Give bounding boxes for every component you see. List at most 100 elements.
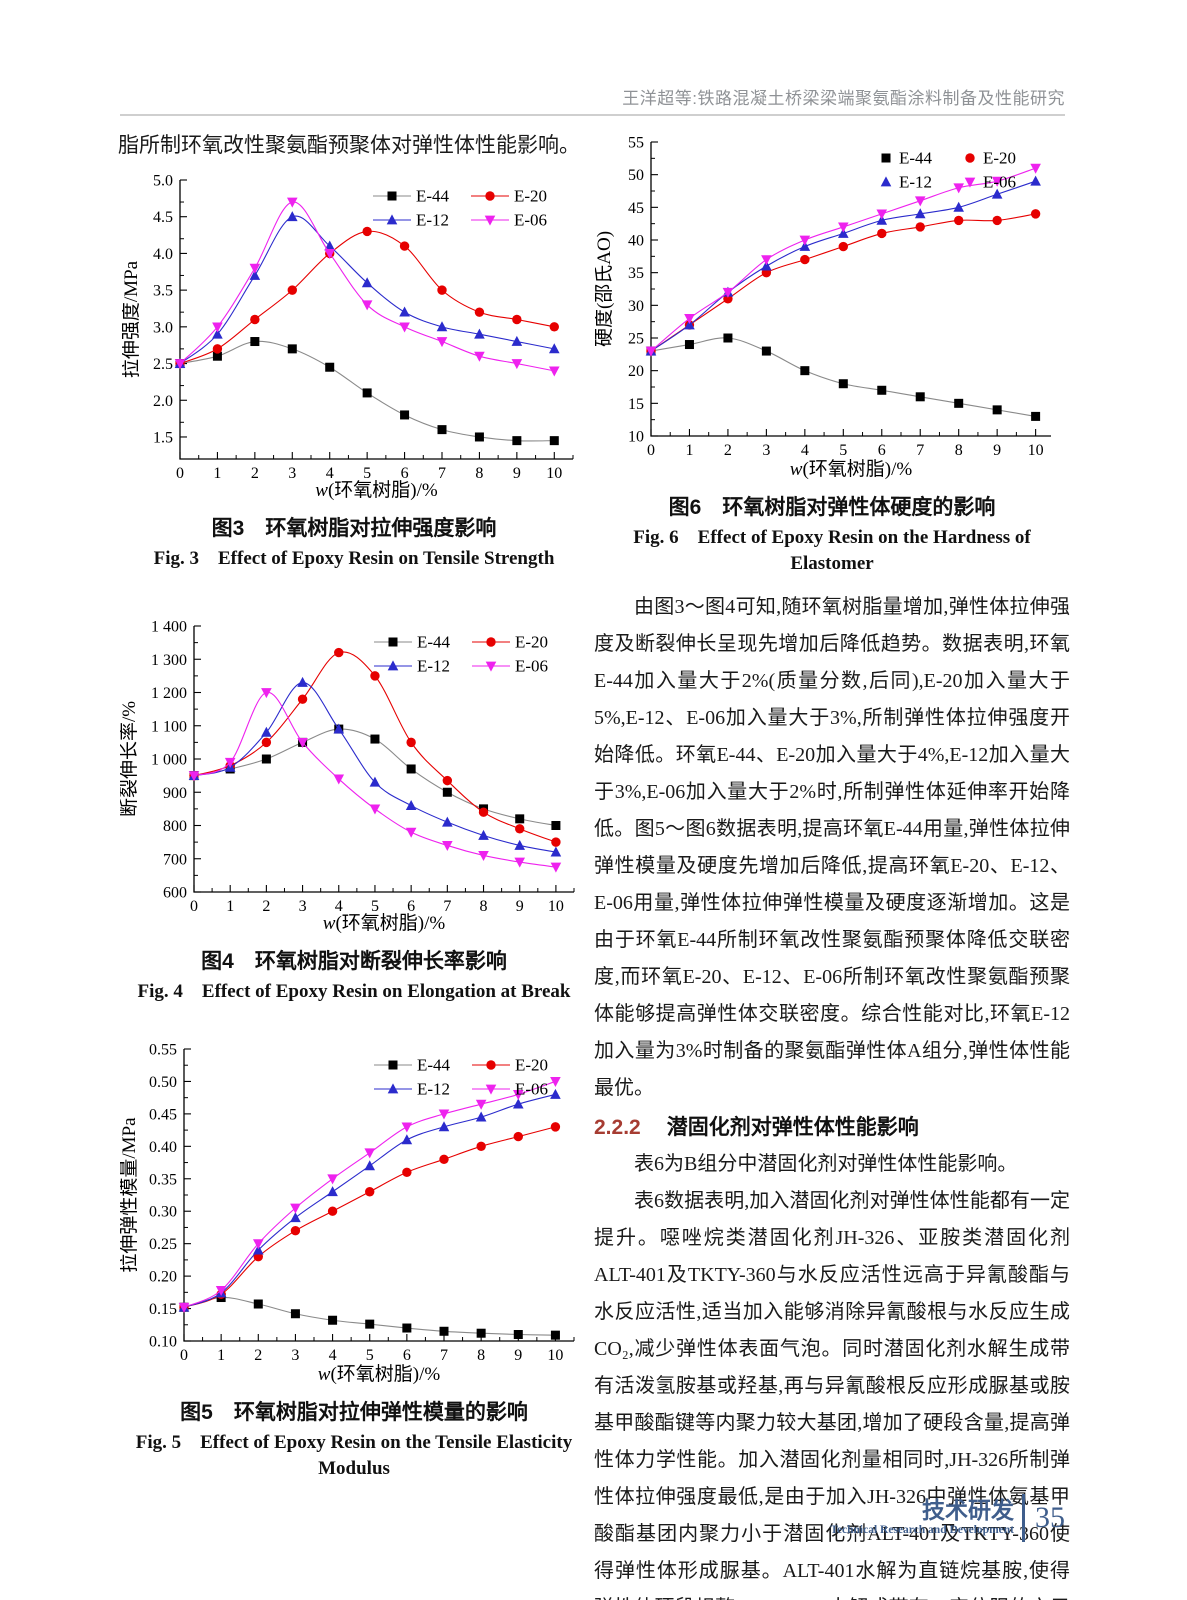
right-column: 0 1 2 3 4 5 6 7 8 9 10 10 15 20 25 30 35 40 45 50 55 硬度(邵氏AO)… bbox=[594, 132, 1070, 1600]
svg-text:4.0: 4.0 bbox=[153, 246, 173, 263]
footer-section-zh: 技术研发 bbox=[922, 1497, 1014, 1523]
svg-text:1: 1 bbox=[226, 898, 234, 915]
svg-text:4.5: 4.5 bbox=[153, 209, 173, 226]
svg-text:10: 10 bbox=[628, 429, 644, 446]
page-footer: 技术研发 Technical Research and Development … bbox=[830, 1494, 1065, 1542]
section-heading: 2.2.2 潜固化剂对弹性体性能影响 bbox=[594, 1109, 1070, 1146]
svg-text:600: 600 bbox=[163, 885, 187, 902]
svg-text:10: 10 bbox=[548, 898, 564, 915]
fig3-line-chart: 0 1 2 3 4 5 6 7 8 9 10 1.5 2.0 2.5 3.0 3.5 4.0 4.5 5.0 拉伸强度… bbox=[122, 173, 573, 501]
svg-text:0.45: 0.45 bbox=[149, 1106, 177, 1123]
svg-text:9: 9 bbox=[516, 898, 524, 915]
svg-text:0: 0 bbox=[180, 1347, 188, 1364]
svg-text:硬度(邵氏AO): 硬度(邵氏AO) bbox=[595, 231, 615, 347]
svg-text:6: 6 bbox=[403, 1347, 411, 1364]
svg-text:2.0: 2.0 bbox=[153, 393, 173, 410]
section-number: 2.2.2 bbox=[594, 1116, 641, 1139]
svg-text:55: 55 bbox=[628, 135, 644, 152]
svg-text:6: 6 bbox=[407, 898, 415, 915]
svg-text:0.55: 0.55 bbox=[149, 1042, 177, 1059]
svg-text:0.30: 0.30 bbox=[149, 1204, 177, 1221]
svg-text:0.10: 0.10 bbox=[149, 1334, 177, 1351]
svg-text:0.50: 0.50 bbox=[149, 1074, 177, 1091]
svg-text:5: 5 bbox=[371, 898, 379, 915]
svg-text:2: 2 bbox=[254, 1347, 262, 1364]
svg-text:0: 0 bbox=[190, 898, 198, 915]
svg-text:0: 0 bbox=[176, 465, 184, 482]
svg-text:1 000: 1 000 bbox=[151, 752, 187, 769]
svg-text:7: 7 bbox=[443, 898, 451, 915]
body-paragraph-2: 表6为B组分中潜固化剂对弹性体性能影响。 bbox=[634, 1153, 1018, 1175]
svg-text:4: 4 bbox=[329, 1347, 337, 1364]
svg-text:E-06: E-06 bbox=[983, 173, 1016, 192]
fig3-caption-zh: 图3 环氧树脂对拉伸强度影响 bbox=[211, 517, 497, 540]
fig5-caption-zh: 图5 环氧树脂对拉伸弹性模量的影响 bbox=[180, 1401, 528, 1424]
svg-text:E-06: E-06 bbox=[514, 211, 547, 230]
page-header: 王洋超等:铁路混凝土桥梁梁端聚氨酯涂料制备及性能研究 bbox=[120, 84, 1065, 109]
svg-text:3.5: 3.5 bbox=[153, 283, 173, 300]
svg-text:w(环氧树脂)/%: w(环氧树脂)/% bbox=[323, 912, 446, 934]
svg-text:3: 3 bbox=[299, 898, 307, 915]
footer-divider bbox=[1022, 1494, 1025, 1542]
svg-text:700: 700 bbox=[163, 851, 187, 868]
svg-text:E-06: E-06 bbox=[515, 1080, 548, 1099]
svg-text:0.20: 0.20 bbox=[149, 1269, 177, 1286]
svg-text:断裂伸长率/%: 断裂伸长率/% bbox=[120, 701, 140, 817]
svg-text:0: 0 bbox=[647, 442, 655, 459]
svg-text:10: 10 bbox=[547, 1347, 563, 1364]
svg-text:w(环氧树脂)/%: w(环氧树脂)/% bbox=[315, 479, 438, 501]
fig6-line-chart: 0 1 2 3 4 5 6 7 8 9 1010152025303540455055硬度(邵氏AO)… bbox=[595, 135, 1051, 480]
svg-text:800: 800 bbox=[163, 818, 187, 835]
svg-text:w(环氧树脂)/%: w(环氧树脂)/% bbox=[318, 1363, 441, 1385]
svg-text:9: 9 bbox=[993, 442, 1001, 459]
svg-text:E-44: E-44 bbox=[416, 187, 450, 206]
svg-text:拉伸弹性模量/MPa: 拉伸弹性模量/MPa bbox=[120, 1117, 140, 1273]
svg-text:E-06: E-06 bbox=[515, 657, 548, 676]
left-column: 脂所制环氧改性聚氨酯预聚体对弹性体性能影响。 0 1 2 3 4 5 6 7 8 9 10 1.5 2.… bbox=[118, 128, 590, 1482]
svg-text:6: 6 bbox=[400, 465, 408, 482]
svg-text:7: 7 bbox=[440, 1347, 448, 1364]
svg-text:E-44: E-44 bbox=[417, 1056, 451, 1075]
svg-text:E-20: E-20 bbox=[515, 1056, 548, 1075]
svg-text:5: 5 bbox=[366, 1347, 374, 1364]
svg-text:8: 8 bbox=[955, 442, 963, 459]
running-head: 王洋超等:铁路混凝土桥梁梁端聚氨酯涂料制备及性能研究 bbox=[622, 89, 1065, 108]
svg-text:7: 7 bbox=[438, 465, 446, 482]
svg-text:1: 1 bbox=[685, 442, 693, 459]
body-paragraph-3: 表6数据表明,加入潜固化剂对弹性体性能都有一定提升。噁唑烷类潜固化剂JH-326… bbox=[594, 1190, 1070, 1600]
svg-text:25: 25 bbox=[628, 331, 644, 348]
svg-text:50: 50 bbox=[628, 167, 644, 184]
svg-text:1: 1 bbox=[217, 1347, 225, 1364]
svg-text:10: 10 bbox=[1028, 442, 1044, 459]
fig5-line-chart: 0 1 2 3 4 5 6 7 8 9 10 0.10 0.15 0.20 0.25 0.30 0.35 0.40… bbox=[120, 1042, 575, 1385]
svg-text:E-12: E-12 bbox=[416, 211, 449, 230]
svg-text:3: 3 bbox=[762, 442, 770, 459]
figure-4: 0 1 2 3 4 5 6 7 8 9 10 600 700 800 900 1 000 1 100 1 200 1… bbox=[118, 616, 590, 1005]
svg-text:1 300: 1 300 bbox=[151, 652, 187, 669]
figure-6: 0 1 2 3 4 5 6 7 8 9 10 10 15 20 25 30 35 40 45 50 55 硬度(邵氏AO)… bbox=[594, 132, 1070, 577]
header-rule bbox=[120, 114, 1065, 116]
svg-text:0.35: 0.35 bbox=[149, 1171, 177, 1188]
fig6-caption-en: Fig. 6 Effect of Epoxy Resin on the Hard… bbox=[633, 527, 1031, 574]
svg-text:3.0: 3.0 bbox=[153, 319, 173, 336]
svg-text:0.40: 0.40 bbox=[149, 1139, 177, 1156]
svg-text:8: 8 bbox=[480, 898, 488, 915]
svg-text:8: 8 bbox=[475, 465, 483, 482]
svg-text:E-12: E-12 bbox=[417, 657, 450, 676]
svg-text:拉伸强度/MPa: 拉伸强度/MPa bbox=[122, 260, 142, 378]
footer-labels: 技术研发 Technical Research and Development bbox=[830, 1498, 1014, 1538]
footer-section-en: Technical Research and Development bbox=[830, 1524, 1014, 1536]
svg-text:5: 5 bbox=[839, 442, 847, 459]
svg-text:10: 10 bbox=[546, 465, 562, 482]
svg-text:35: 35 bbox=[628, 265, 644, 282]
svg-text:2.5: 2.5 bbox=[153, 356, 173, 373]
svg-text:0.25: 0.25 bbox=[149, 1236, 177, 1253]
fig3-caption-en: Fig. 3 Effect of Epoxy Resin on Tensile … bbox=[153, 548, 555, 569]
svg-text:0.15: 0.15 bbox=[149, 1301, 177, 1318]
svg-text:7: 7 bbox=[916, 442, 924, 459]
svg-text:w(环氧树脂)/%: w(环氧树脂)/% bbox=[790, 458, 913, 480]
svg-text:6: 6 bbox=[878, 442, 886, 459]
svg-text:3: 3 bbox=[288, 465, 296, 482]
body-paragraph-1: 由图3～图4可知,随环氧树脂量增加,弹性体拉伸强度及断裂伸长呈现先增加后降低趋势… bbox=[594, 596, 1070, 1099]
svg-text:E-44: E-44 bbox=[417, 633, 451, 652]
